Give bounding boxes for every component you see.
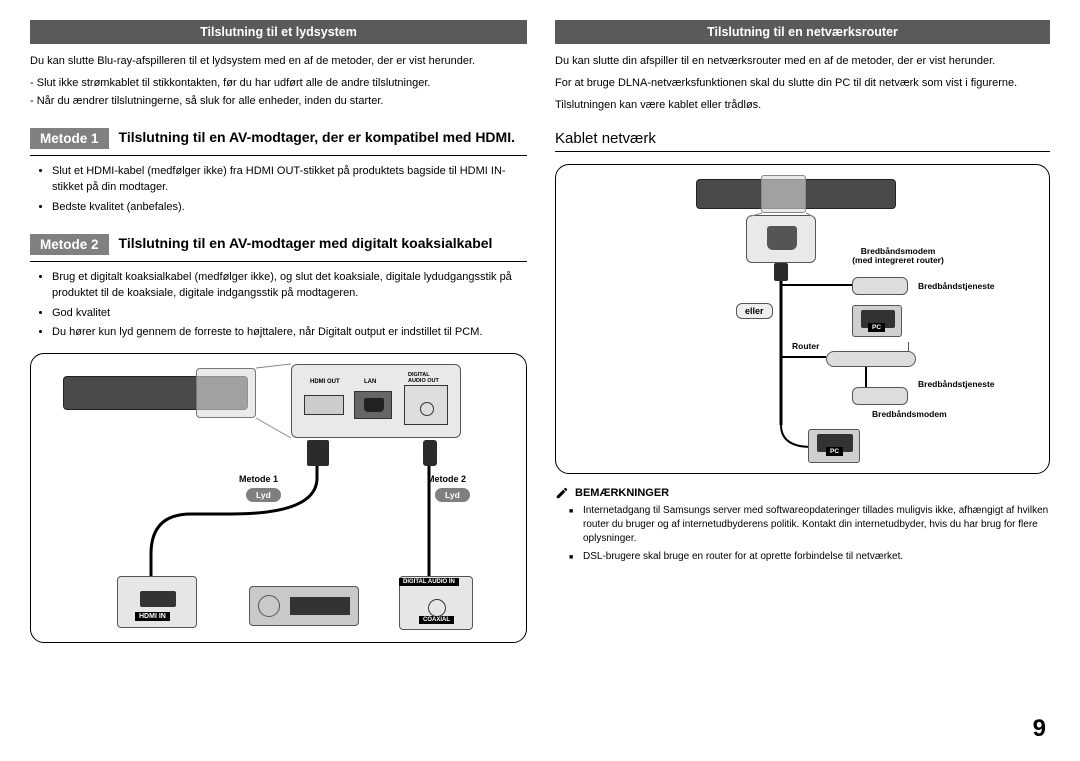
right-diagram: eller Bredbåndsmodem(med integreret rout… [555,164,1050,474]
bullet-item: Bedste kvalitet (anbefales). [52,200,527,216]
note-item: Internetadgang til Samsungs server med s… [583,504,1050,546]
method1-header: Metode 1 Tilslutning til en AV-modtager,… [30,124,527,156]
hdmi-in-label: HDMI IN [135,612,170,621]
zoom-src-box [196,368,256,418]
left-intro: Du kan slutte Blu-ray-afspilleren til et… [30,54,527,70]
lan-port [354,391,392,419]
pc-label-top: PC [868,323,885,332]
m2-label: Metode 2 [427,474,466,484]
bullet-item: God kvalitet [52,306,527,322]
notes-head-text: BEMÆRKNINGER [575,487,669,499]
lan-plug-icon [774,263,788,281]
notes-list: Internetadgang til Samsungs server med s… [555,504,1050,564]
coax-plug-icon [423,440,437,466]
hdmi-out-port [304,395,344,415]
bb-modem-router-label: Bredbåndsmodem(med integreret router) [838,247,958,266]
right-section-header: Tilslutning til en netværksrouter [555,20,1050,44]
left-diagram: HDMI OUT LAN DIGITALAUDIO OUT Metode 1 M… [30,353,527,643]
router-icon [826,351,916,367]
coaxial-label: COAXIAL [419,616,454,624]
pc-label-bottom: PC [826,447,843,456]
note-item: DSL-brugere skal bruge en router for at … [583,550,1050,564]
right-intro2: For at bruge DLNA-netværksfunktionen ska… [555,76,1050,92]
bullet-item: Slut et HDMI-kabel (medfølger ikke) fra … [52,164,527,196]
method1-chip: Metode 1 [30,128,109,149]
right-intro3: Tilslutningen kan være kablet eller tråd… [555,98,1050,114]
pc-laptop-bottom [808,429,860,463]
m1-label: Metode 1 [239,474,278,484]
method1-title: Tilslutning til en AV-modtager, der er k… [119,128,515,146]
bb-modem-label: Bredbåndsmodem [872,409,947,419]
digital-audio-in-label: DIGITAL AUDIO IN [399,578,459,586]
port-label: HDMI OUT [310,379,340,385]
notes-heading: BEMÆRKNINGER [555,486,1050,500]
bullet-item: Du hører kun lyd gennem de forreste to h… [52,325,527,341]
dash-item: Når du ændrer tilslutningerne, så sluk f… [42,94,527,110]
router-label: Router [792,341,819,351]
or-label: eller [736,303,773,319]
method2-title: Tilslutning til en AV-modtager med digit… [119,234,493,252]
dash-item: Slut ikke strømkablet til stikkontakten,… [42,76,527,92]
method1-bullets: Slut et HDMI-kabel (medfølger ikke) fra … [30,164,527,216]
net-zoom-src [761,175,806,213]
lan-port-zoom [767,226,797,250]
bullet-item: Brug et digitalt koaksialkabel (medfølge… [52,270,527,302]
left-section-header: Tilslutning til et lydsystem [30,20,527,44]
pencil-icon [555,486,569,500]
hdmi-plug-icon [307,440,329,466]
left-dash-list: Slut ikke strømkablet til stikkontakten,… [30,76,527,110]
bb-service-label-2: Bredbåndstjeneste [918,379,995,389]
wired-network-subhead: Kablet netværk [555,130,1050,152]
lan-zoom-panel [746,215,816,263]
bb-service-label-1: Bredbåndstjeneste [918,281,995,291]
port-label: DIGITALAUDIO OUT [408,373,439,384]
bb-modem-icon [852,387,908,405]
method2-chip: Metode 2 [30,234,109,255]
right-intro1: Du kan slutte din afspiller til en netvæ… [555,54,1050,70]
audio-pill-1: Lyd [246,488,281,502]
bb-modem-router-icon [852,277,908,295]
method2-bullets: Brug et digitalt koaksialkabel (medfølge… [30,270,527,342]
audio-pill-2: Lyd [435,488,470,502]
digital-out-port [404,385,448,425]
av-receiver [249,586,359,626]
page-number: 9 [1033,715,1046,743]
pc-laptop-top [852,305,902,337]
port-label: LAN [364,379,376,385]
method2-header: Metode 2 Tilslutning til en AV-modtager … [30,230,527,262]
port-zoom-panel: HDMI OUT LAN DIGITALAUDIO OUT [291,364,461,438]
